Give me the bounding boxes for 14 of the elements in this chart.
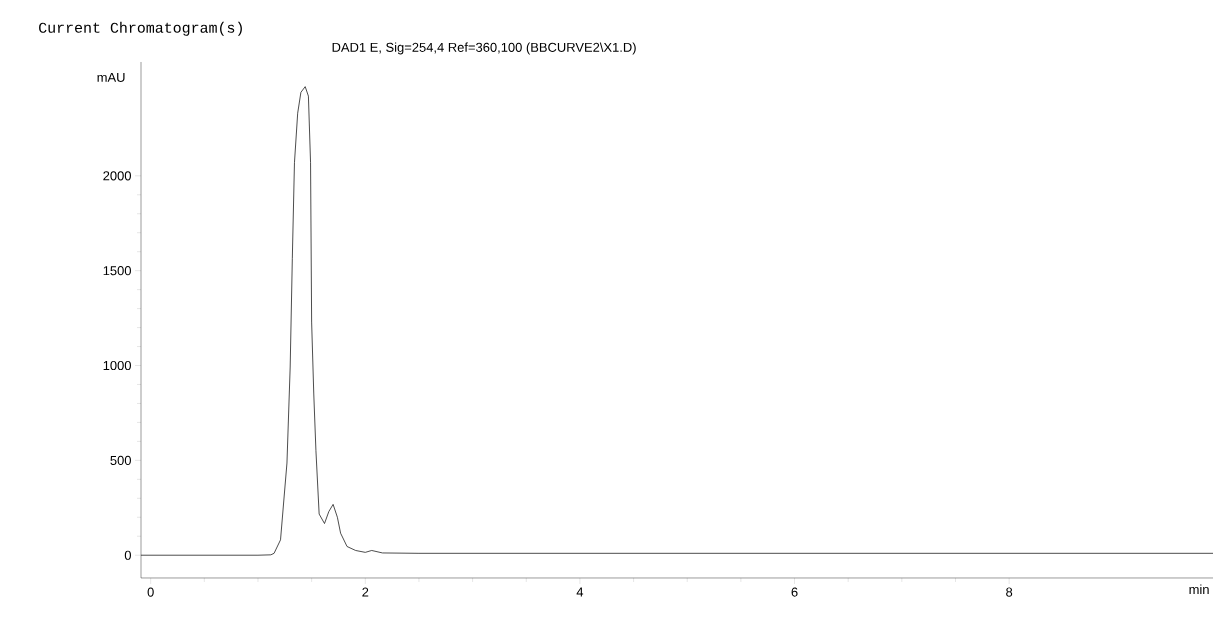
x-tick-label: 4 <box>576 587 584 597</box>
y-tick-label: 1000 <box>103 360 131 371</box>
x-tick-label: 0 <box>147 587 154 597</box>
x-tick-label: 8 <box>1006 587 1013 597</box>
x-tick-label: 6 <box>791 587 798 597</box>
x-axis-title: min <box>1189 584 1209 594</box>
x-tick-label: 2 <box>362 587 369 597</box>
y-axis-title: mAU <box>97 72 125 82</box>
y-tick-label: 2000 <box>103 171 131 181</box>
chart-title: Current Chromatogram(s) <box>39 21 242 36</box>
y-tick-label: 500 <box>110 455 131 465</box>
y-tick-label: 0 <box>124 550 131 560</box>
chart-subtitle: DAD1 E, Sig=254,4 Ref=360,100 (BBCURVE2\X1.D) <box>332 42 636 55</box>
y-tick-label: 1500 <box>103 266 131 276</box>
